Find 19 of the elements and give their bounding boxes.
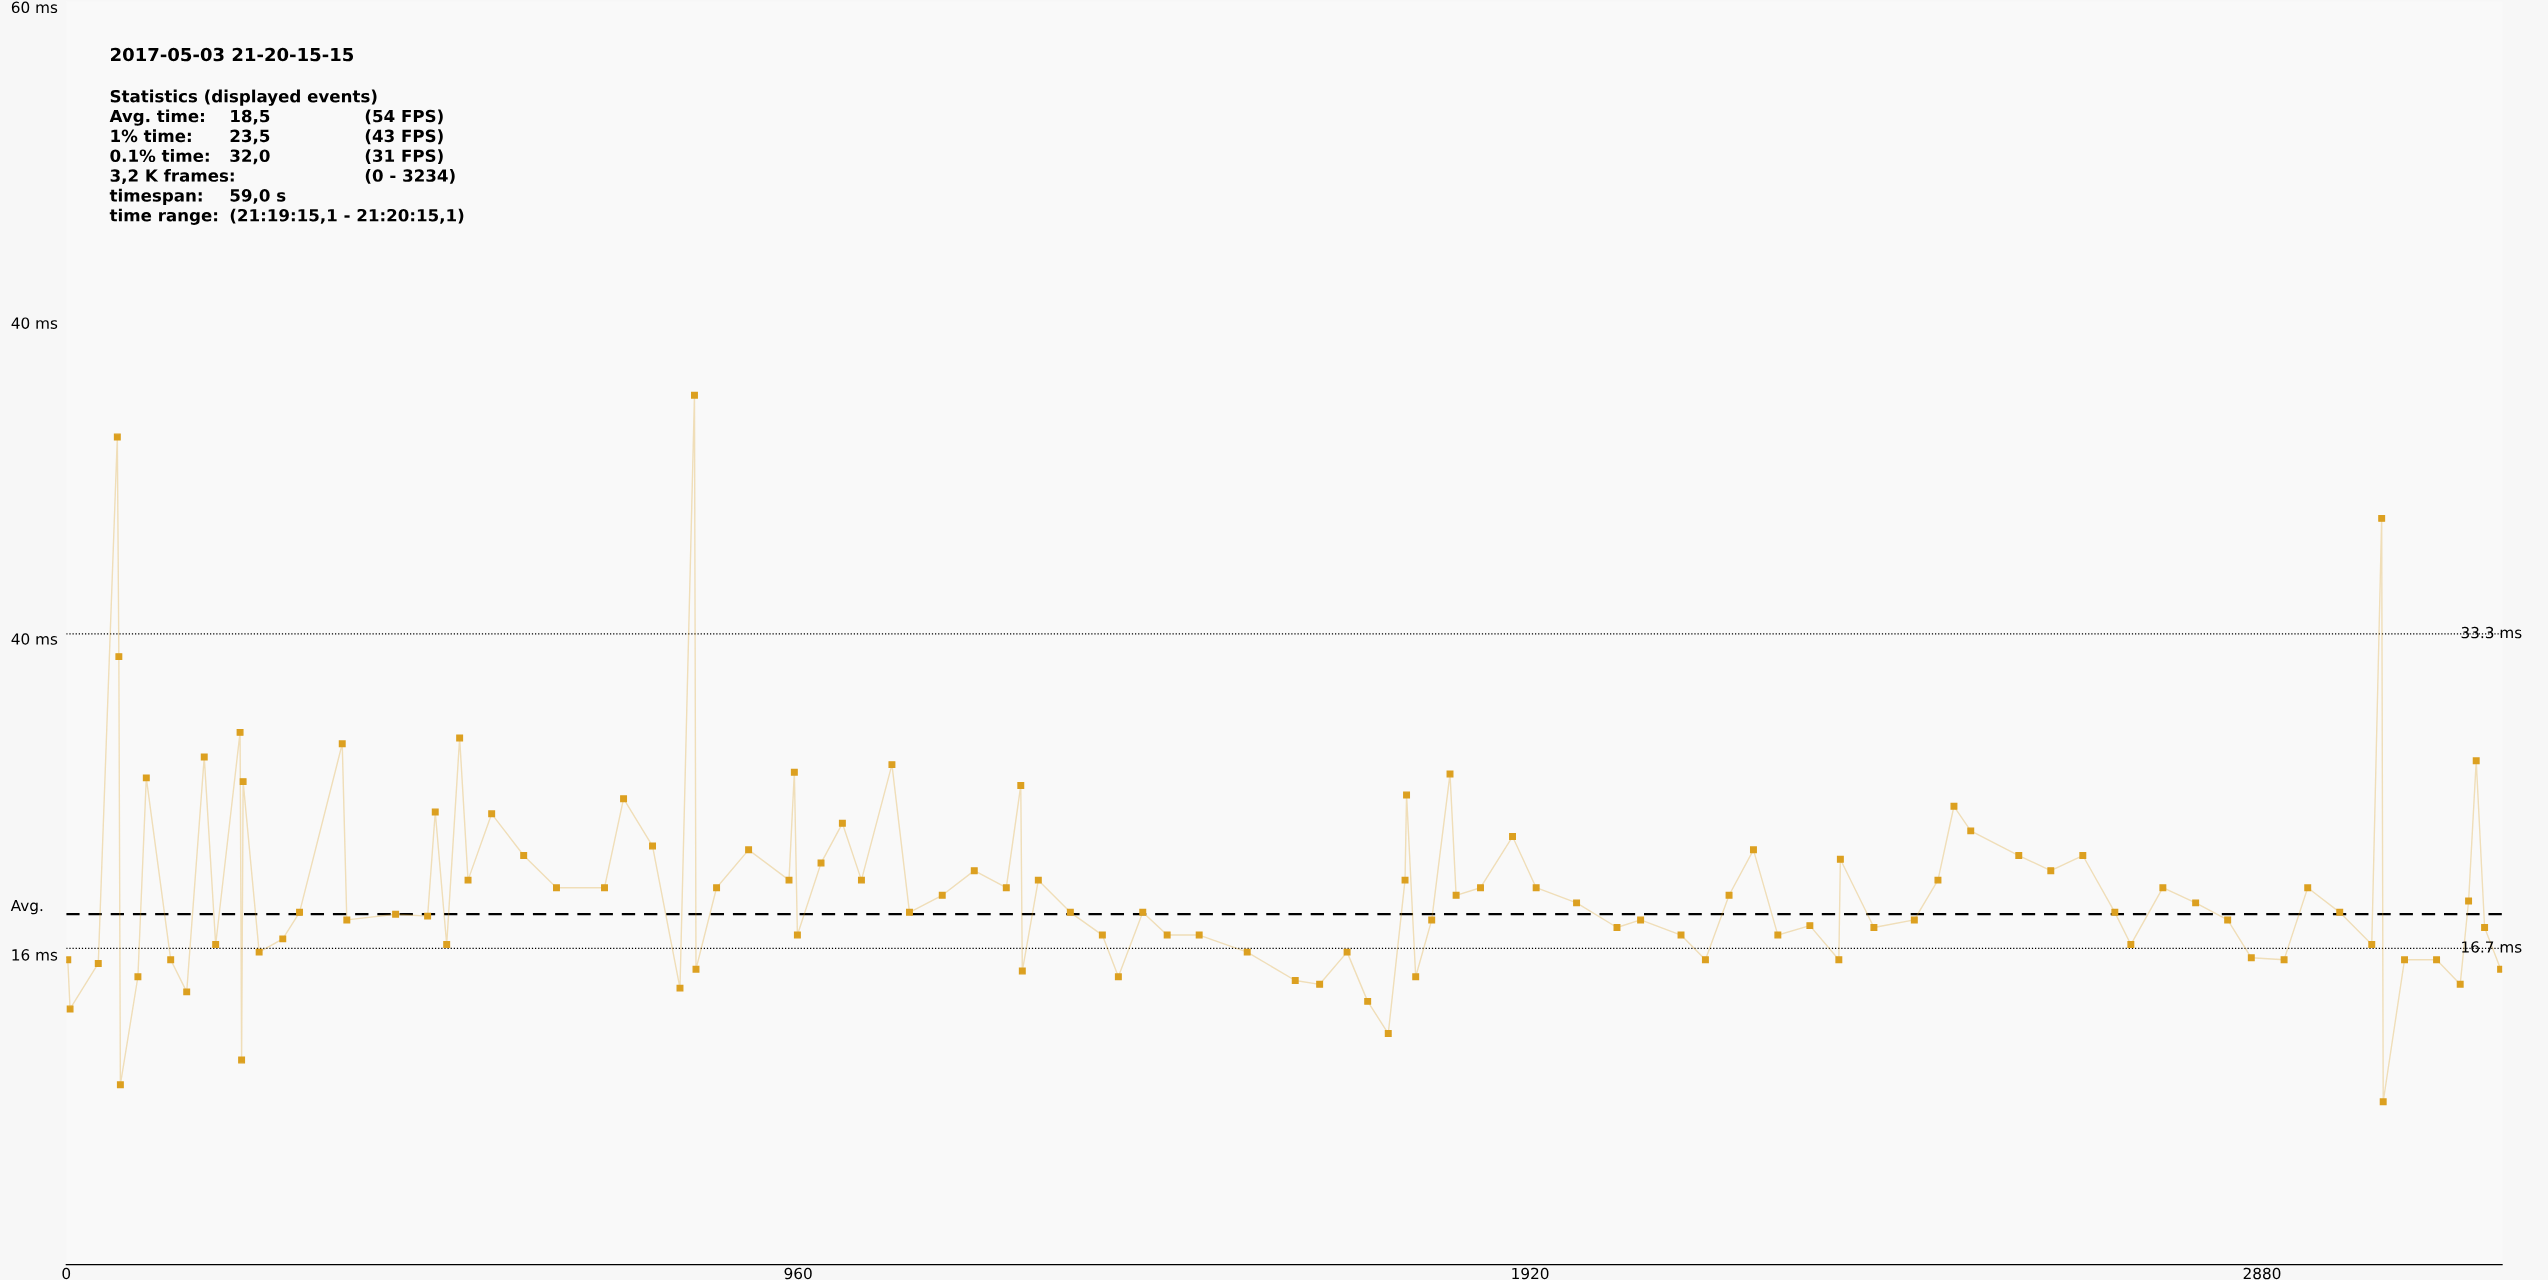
text: 40 ms [11,633,58,645]
annotation: time range: (21:19:15,1 - 21:20:15,1) [109,208,464,225]
text: 1% time: 23,5 (43 FPS) [111,129,443,145]
x-tick-label: 2880 [2243,1267,2281,1280]
x-tick-label: 960 [784,1267,812,1280]
text: 3,2 K frames: (0 - 3234) [110,168,455,184]
text: 16 ms [12,949,58,961]
text: Avg. time: 18,5 (54 FPS) [109,109,443,126]
ref-line-label: Avg. [10,899,43,915]
ref-line-label: 33.3 ms [2461,626,2522,639]
text: 0.1% time: 32,0 (31 FPS) [110,149,443,165]
text: timespan: 59,0 s [109,188,286,205]
annotation: Statistics (displayed events) [110,89,377,106]
text: 2017-05-03 21-20-15-15 [110,47,354,62]
ref-line-label: 16.7 ms [2462,941,2522,953]
text: 40 ms [11,317,58,329]
x-tick-label: 0 [62,1267,71,1280]
x-tick-label: 1920 [1512,1267,1549,1280]
text: 60 ms [11,1,58,14]
